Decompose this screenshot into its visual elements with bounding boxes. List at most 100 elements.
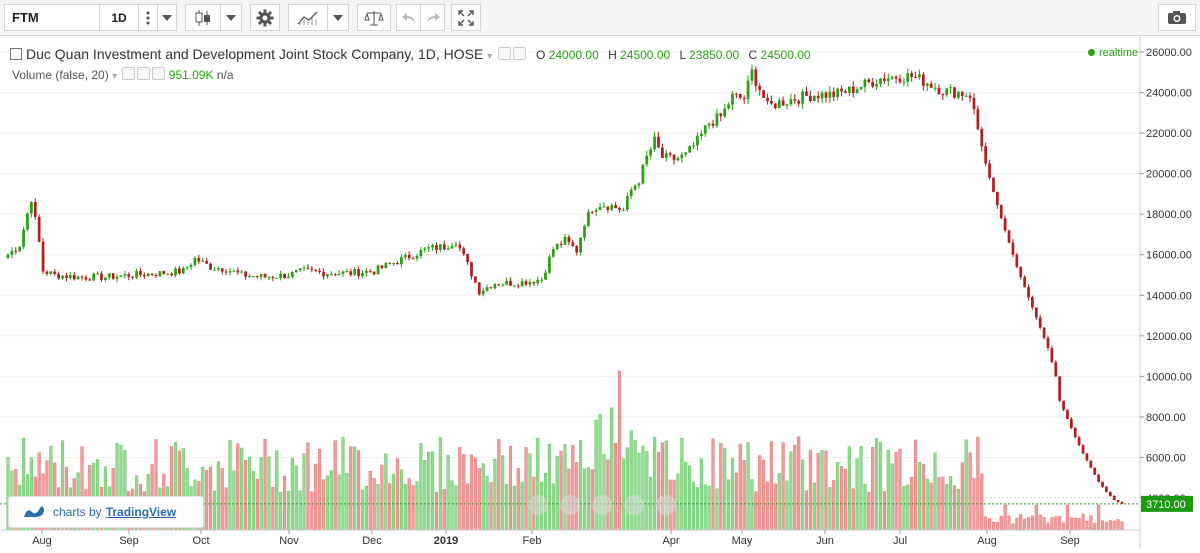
candle-body bbox=[957, 92, 960, 98]
candle-body bbox=[622, 209, 625, 211]
volume-bar bbox=[306, 442, 310, 531]
candle-body bbox=[294, 270, 298, 272]
candle-body bbox=[127, 274, 131, 277]
volume-bar bbox=[832, 480, 836, 531]
last-price-box bbox=[1141, 495, 1193, 512]
volume-bar bbox=[263, 438, 267, 531]
tradingview-branding[interactable]: charts by TradingView bbox=[8, 496, 204, 528]
volume-bar bbox=[524, 447, 528, 531]
volume-bar bbox=[555, 456, 559, 531]
candle-body bbox=[322, 271, 325, 277]
candle-body bbox=[863, 79, 867, 87]
eye-icon[interactable] bbox=[498, 47, 512, 60]
volume-bar bbox=[286, 490, 291, 531]
candle-body bbox=[606, 206, 610, 210]
time-tick-label: May bbox=[732, 535, 753, 547]
candle-body bbox=[754, 69, 758, 86]
candle-body bbox=[240, 271, 244, 273]
symbol-input[interactable]: FTM bbox=[4, 4, 100, 31]
candle-body bbox=[41, 241, 45, 272]
candle-body bbox=[1070, 418, 1073, 429]
candle-body bbox=[551, 249, 555, 257]
interval-button[interactable]: 1D bbox=[99, 4, 139, 31]
indicators-icon[interactable] bbox=[288, 4, 328, 31]
price-tick-label: 24000.00 bbox=[1146, 88, 1192, 100]
settings-icon[interactable] bbox=[137, 67, 151, 80]
close-icon[interactable] bbox=[152, 67, 166, 80]
chart-area[interactable]: 26000.00 24000.00 22000.00 20000.00 18000.00… bbox=[0, 36, 1200, 548]
candle-body bbox=[259, 274, 263, 277]
fullscreen-icon[interactable] bbox=[451, 4, 481, 31]
candle-body bbox=[396, 263, 399, 265]
candle-body bbox=[477, 282, 481, 295]
compare-scale-icon[interactable] bbox=[357, 4, 391, 31]
candle-body bbox=[205, 260, 209, 264]
volume-bar bbox=[617, 370, 622, 531]
candle-body bbox=[797, 100, 801, 104]
candle-body bbox=[458, 244, 462, 249]
dropdown-arrow-icon[interactable] bbox=[327, 4, 349, 31]
volume-bar bbox=[1030, 515, 1034, 531]
price-tick-label: 18000.00 bbox=[1146, 209, 1192, 221]
volume-bar bbox=[812, 482, 816, 531]
price-tick-label: 6000.00 bbox=[1146, 452, 1186, 464]
candle-body bbox=[142, 274, 146, 277]
candle-body bbox=[727, 104, 730, 109]
candle-body bbox=[435, 245, 438, 250]
gear-icon[interactable] bbox=[250, 4, 280, 31]
candle-body bbox=[536, 279, 540, 284]
candle-body bbox=[154, 275, 158, 277]
dropdown-arrow-icon[interactable]: ▾ bbox=[487, 51, 493, 62]
eye-icon[interactable] bbox=[122, 67, 136, 80]
candle-body bbox=[937, 87, 941, 95]
candle-body bbox=[1054, 362, 1058, 377]
volume-bar bbox=[1097, 504, 1101, 531]
branding-link[interactable]: TradingView bbox=[105, 505, 177, 519]
volume-bar bbox=[271, 487, 275, 531]
volume-bar bbox=[964, 439, 968, 531]
redo-icon[interactable] bbox=[420, 4, 445, 31]
price-chart[interactable]: 26000.00 24000.00 22000.00 20000.00 18000.00… bbox=[0, 36, 1200, 548]
volume-bar bbox=[913, 439, 918, 531]
volume-bar bbox=[508, 445, 513, 531]
candle-body bbox=[1034, 307, 1038, 318]
volume-bar bbox=[255, 478, 259, 531]
camera-icon[interactable] bbox=[1158, 4, 1196, 31]
volume-bar bbox=[325, 475, 329, 531]
more-vertical-icon[interactable] bbox=[138, 4, 158, 31]
ohlc-values: O 24000.00 H 24500.00 L 23850.00 C 24500… bbox=[530, 48, 811, 62]
candle-body bbox=[867, 79, 871, 83]
candlestick-icon[interactable] bbox=[185, 4, 221, 31]
volume-bar bbox=[505, 484, 509, 531]
volume-bar bbox=[275, 450, 279, 531]
volume-bar bbox=[843, 468, 848, 531]
volume-bar bbox=[419, 443, 423, 531]
candle-body bbox=[201, 260, 205, 262]
volume-bar bbox=[298, 490, 302, 531]
dropdown-arrow-icon[interactable]: ▾ bbox=[112, 71, 118, 82]
settings-icon[interactable] bbox=[513, 47, 527, 60]
candle-body bbox=[980, 129, 984, 147]
price-axis: 26000.00 24000.00 22000.00 20000.00 18000.00… bbox=[1140, 47, 1192, 505]
candle-body bbox=[563, 236, 567, 245]
undo-icon[interactable] bbox=[396, 4, 421, 31]
low-label: L bbox=[679, 48, 686, 62]
candle-body bbox=[1073, 428, 1077, 438]
dropdown-arrow-icon[interactable] bbox=[157, 4, 177, 31]
candle-body bbox=[392, 263, 395, 265]
candle-body bbox=[746, 80, 750, 100]
volume-bar bbox=[450, 480, 454, 531]
candle-body bbox=[731, 93, 734, 105]
close-label: C bbox=[748, 48, 758, 62]
volume-bar bbox=[520, 481, 524, 531]
candle-body bbox=[115, 276, 119, 279]
close-value: 24500.00 bbox=[760, 48, 811, 62]
dropdown-arrow-icon[interactable] bbox=[220, 4, 242, 31]
volume-bar bbox=[279, 491, 283, 531]
collapse-icon[interactable] bbox=[10, 48, 22, 60]
candle-body bbox=[1077, 437, 1081, 446]
candle-body bbox=[1081, 445, 1085, 454]
volume-bar bbox=[820, 450, 824, 531]
open-value: 24000.00 bbox=[548, 48, 599, 62]
time-axis: Aug Sep Oct Nov Dec 2019 Feb Apr May Jun Jul Aug Sep bbox=[0, 529, 1140, 547]
